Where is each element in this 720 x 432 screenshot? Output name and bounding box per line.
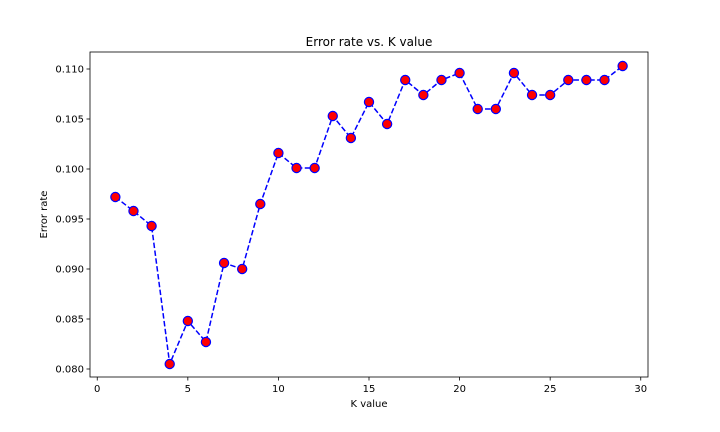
data-point bbox=[309, 162, 320, 174]
data-point bbox=[508, 67, 520, 79]
x-axis: 0 5 10 15 20 25 30 bbox=[94, 377, 647, 395]
data-point bbox=[381, 118, 393, 130]
x-tick-label: 20 bbox=[453, 384, 466, 395]
data-point bbox=[581, 74, 592, 86]
data-point bbox=[454, 67, 465, 79]
data-point bbox=[400, 74, 411, 86]
data-point bbox=[436, 74, 447, 86]
x-axis-label: K value bbox=[350, 399, 387, 410]
data-point bbox=[255, 198, 266, 210]
y-tick-label: 0.090 bbox=[55, 265, 84, 276]
data-point bbox=[236, 263, 248, 275]
y-tick-label: 0.100 bbox=[55, 165, 84, 176]
plot-area bbox=[89, 51, 649, 378]
x-tick-label: 30 bbox=[634, 384, 647, 395]
y-tick-label: 0.085 bbox=[55, 315, 84, 326]
data-point bbox=[291, 162, 302, 174]
x-tick-label: 10 bbox=[272, 384, 285, 395]
y-tick-label: 0.095 bbox=[55, 215, 84, 226]
data-point bbox=[128, 205, 139, 217]
data-point bbox=[563, 74, 574, 86]
y-tick-label: 0.080 bbox=[55, 365, 84, 376]
series-group bbox=[110, 60, 628, 370]
data-point bbox=[345, 132, 357, 144]
x-tick-label: 5 bbox=[185, 384, 191, 395]
data-point bbox=[599, 74, 610, 86]
x-tick-label: 25 bbox=[544, 384, 557, 395]
data-point bbox=[273, 147, 284, 159]
data-point bbox=[617, 60, 628, 72]
y-tick-label: 0.110 bbox=[55, 65, 84, 76]
data-point bbox=[544, 89, 556, 101]
data-point bbox=[363, 96, 375, 108]
data-point bbox=[182, 315, 194, 327]
y-axis-label: Error rate bbox=[39, 191, 50, 239]
chart-title: Error rate vs. K value bbox=[306, 35, 433, 49]
x-tick-label: 15 bbox=[363, 384, 376, 395]
data-point bbox=[472, 103, 483, 115]
data-point bbox=[327, 110, 338, 122]
data-point bbox=[146, 220, 157, 232]
data-point bbox=[218, 257, 230, 269]
data-point bbox=[200, 336, 212, 348]
data-point bbox=[418, 89, 429, 101]
data-point bbox=[526, 89, 538, 101]
data-point bbox=[490, 103, 502, 115]
y-axis: 0.080 0.085 0.090 0.095 0.100 0.105 0.110 bbox=[55, 65, 90, 376]
x-tick-label: 0 bbox=[94, 384, 100, 395]
data-point bbox=[164, 358, 175, 370]
y-tick-label: 0.105 bbox=[55, 115, 84, 126]
data-point bbox=[110, 191, 121, 203]
